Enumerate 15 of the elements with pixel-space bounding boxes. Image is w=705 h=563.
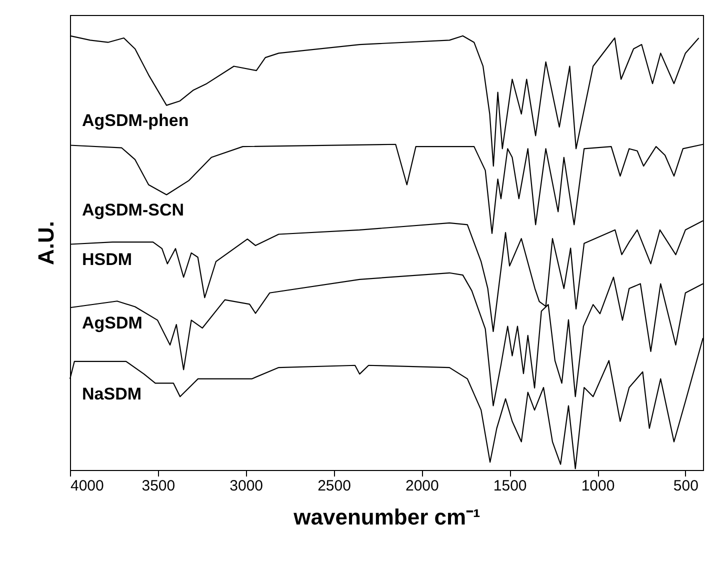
- x-tick-label: 1500: [493, 478, 527, 494]
- x-tick-label: 2500: [318, 478, 351, 494]
- x-tick-label: 3000: [230, 478, 264, 494]
- x-tick-label: 500: [673, 478, 698, 494]
- series-label: HSDM: [82, 250, 132, 269]
- series-label: NaSDM: [82, 384, 142, 404]
- x-tick-label: 3500: [142, 478, 176, 494]
- x-axis-title: wavenumber cm⁻¹: [292, 504, 480, 530]
- series-label: AgSDM-phen: [82, 110, 189, 130]
- series-label: AgSDM: [82, 313, 142, 332]
- x-tick-label: 4000: [70, 478, 104, 494]
- x-tick-label: 2000: [405, 478, 439, 494]
- series-label: AgSDM-SCN: [82, 200, 184, 220]
- y-axis-title: A.U.: [34, 221, 58, 265]
- x-tick-label: 1000: [581, 478, 615, 494]
